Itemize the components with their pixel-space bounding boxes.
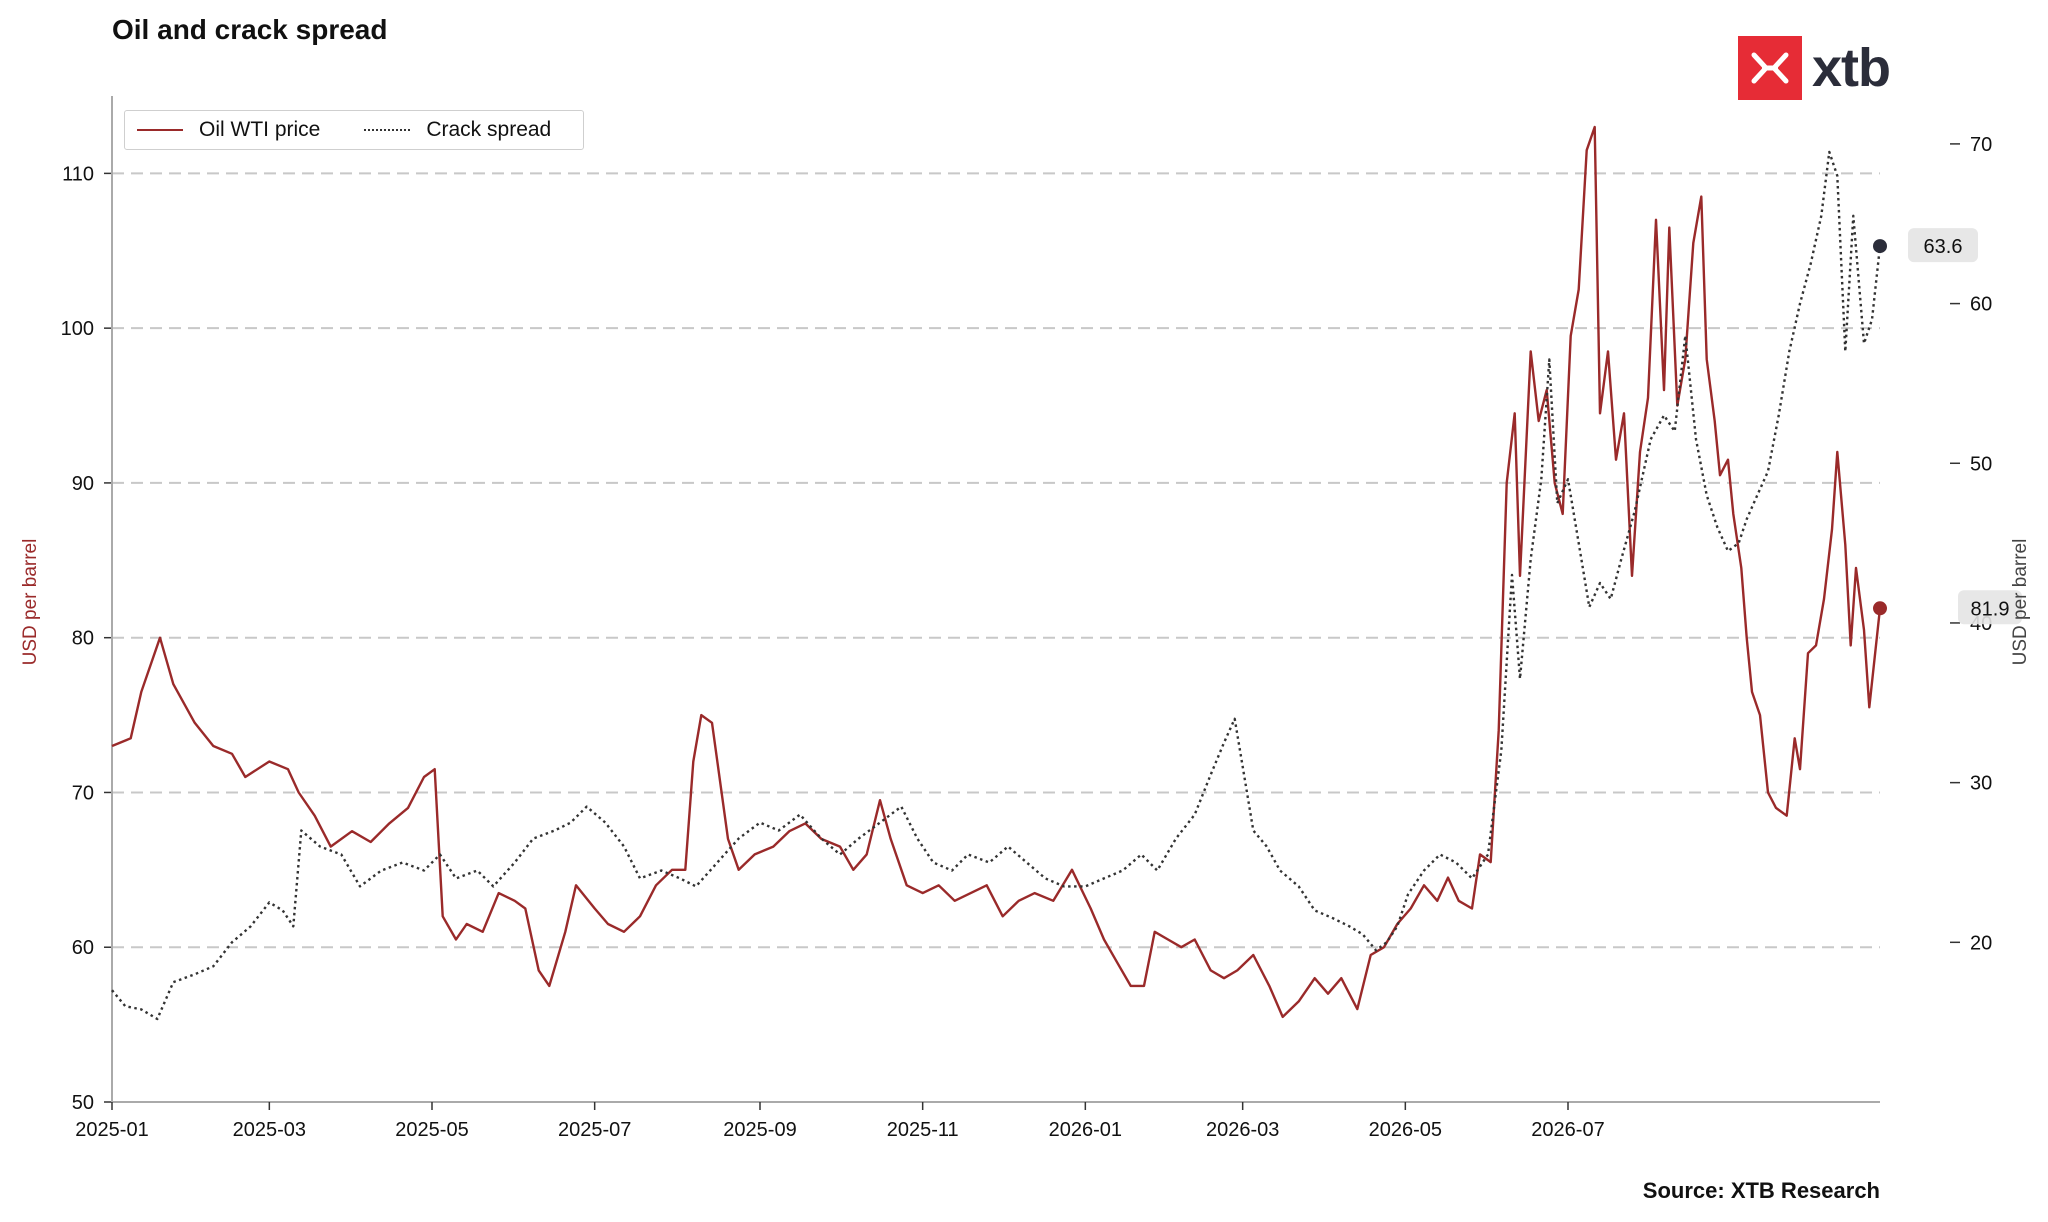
x-tick-label: 2026-05 xyxy=(1369,1119,1442,1141)
end-labels: 81.9 63.6 xyxy=(1908,228,2022,625)
x-tick-label: 2025-01 xyxy=(75,1119,148,1141)
chart-title: Oil and crack spread xyxy=(112,14,388,45)
axes: 50607080901001102030405060702025-012025-… xyxy=(61,96,1992,1141)
legend-item-oil: Oil WTI price xyxy=(137,118,320,142)
end-point-crack xyxy=(1873,239,1887,254)
series-line-crack xyxy=(111,150,1882,1021)
xtb-logo-text: xtb xyxy=(1812,38,1891,98)
xtb-logo: xtb xyxy=(1738,36,1891,100)
y-tick-label-right: 20 xyxy=(1970,932,1992,954)
x-tick-label: 2026-03 xyxy=(1206,1119,1279,1141)
y-tick-label-left: 100 xyxy=(61,318,94,340)
end-label-box xyxy=(1908,228,1978,263)
legend-label-crack: Crack spread xyxy=(426,118,552,141)
end-point-oil xyxy=(1873,601,1887,616)
legend-item-crack: Crack spread xyxy=(364,118,551,142)
y-axis-label-right: USD per barrel xyxy=(2010,539,2031,666)
x-tick-label: 2025-11 xyxy=(887,1119,959,1141)
source-note: Source: XTB Research xyxy=(1642,1178,1880,1203)
y-tick-label-left: 50 xyxy=(72,1092,94,1114)
y-tick-label-left: 90 xyxy=(72,473,94,495)
x-tick-label: 2025-07 xyxy=(558,1119,631,1141)
series xyxy=(111,125,1887,1021)
legend: Oil WTI price Crack spread xyxy=(124,110,584,150)
y-tick-label-right: 70 xyxy=(1970,134,1992,156)
x-tick-label: 2026-07 xyxy=(1531,1119,1604,1141)
y-tick-label-left: 60 xyxy=(72,937,94,959)
y-tick-label-left: 110 xyxy=(62,163,94,185)
x-tick-label: 2026-01 xyxy=(1049,1119,1122,1141)
y-tick-label-left: 80 xyxy=(72,628,94,650)
y-tick-label-right: 50 xyxy=(1970,453,1992,475)
gridlines xyxy=(112,172,1880,1103)
legend-swatch-crack xyxy=(364,129,411,131)
xtb-logo-mark-icon xyxy=(1738,36,1802,100)
x-tick-label: 2025-05 xyxy=(395,1119,468,1141)
series-line-oil xyxy=(111,125,1882,1019)
legend-swatch-oil xyxy=(137,129,183,131)
y-tick-label-left: 70 xyxy=(72,782,94,804)
end-label-box xyxy=(1958,590,2022,625)
end-label-crack: 63.6 xyxy=(1924,236,1963,258)
legend-label-oil: Oil WTI price xyxy=(199,118,321,141)
y-tick-label-right: 60 xyxy=(1970,294,1992,316)
end-label-oil: 81.9 xyxy=(1971,598,2010,620)
y-axis-label-left: USD per barrel xyxy=(20,539,41,666)
x-tick-label: 2025-09 xyxy=(723,1119,796,1141)
x-tick-label: 2025-03 xyxy=(233,1119,306,1141)
y-tick-label-right: 30 xyxy=(1970,773,1992,795)
